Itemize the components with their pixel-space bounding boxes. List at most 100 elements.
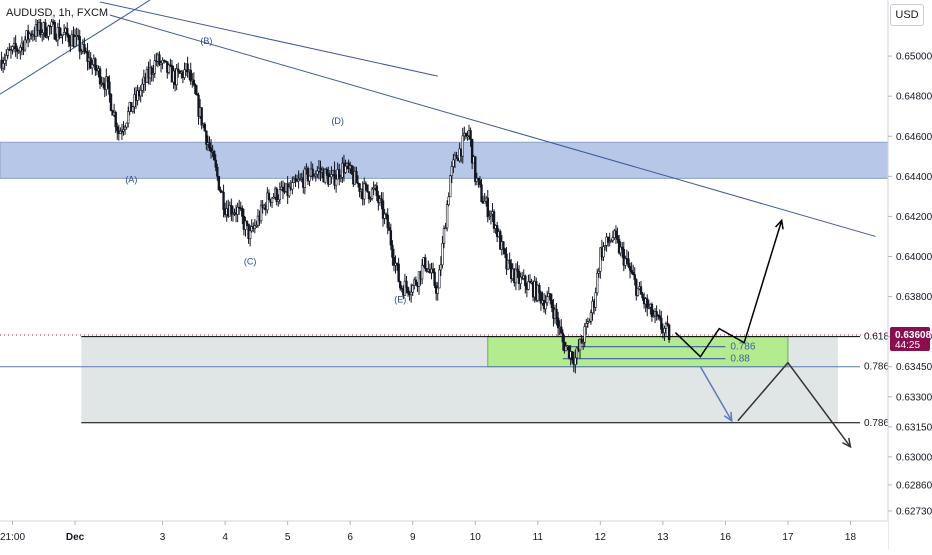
candle-body (555, 308, 558, 319)
candle-body (596, 273, 599, 294)
candle-body (1, 63, 5, 69)
candle-body (267, 192, 271, 200)
candle-body (652, 315, 655, 318)
candle-body (449, 175, 452, 198)
y-tick-label: 0.64000 (896, 252, 932, 263)
candle-body (139, 89, 142, 97)
candle-body (216, 166, 219, 177)
candle-body (94, 58, 97, 71)
wave-label: (A) (125, 174, 137, 184)
candle-body (241, 208, 244, 217)
candle-body (325, 168, 328, 174)
fib-level-label: 0.786 (864, 362, 889, 373)
candle-body (339, 176, 343, 179)
projection-gray-path (737, 361, 852, 448)
candle-body (627, 258, 630, 267)
candle-body (466, 135, 469, 138)
wave-label: (B) (200, 36, 212, 46)
candle-body (39, 22, 42, 35)
candle-body (61, 33, 64, 36)
green-zone-level-label: 0.88 (730, 354, 750, 365)
candle-body (344, 165, 347, 173)
candle-body (11, 46, 14, 51)
candle-body (488, 215, 491, 218)
candle-body (514, 268, 518, 284)
candle-body (380, 198, 383, 202)
trendline-upper (99, 1, 438, 77)
x-tick-label: 12 (595, 532, 607, 543)
candle-body (120, 130, 124, 133)
candle-body (6, 49, 10, 56)
candle-body (564, 345, 568, 352)
candle-body (106, 76, 110, 83)
x-tick-label: 21:00 (0, 532, 25, 543)
candle-body (664, 323, 668, 329)
x-tick-label: 3 (160, 532, 166, 543)
candle-body (167, 64, 171, 73)
candle-body (152, 72, 155, 75)
candle-body (597, 270, 600, 274)
candle-body (445, 204, 449, 229)
candle-body (611, 237, 615, 241)
candle-body (630, 269, 633, 273)
candle-body (59, 35, 63, 38)
candle-body (388, 227, 391, 231)
currency-button[interactable]: USD (890, 4, 924, 26)
trendline-descending (106, 13, 876, 237)
candle-body (9, 49, 13, 52)
candle-body (175, 68, 178, 86)
candle-body (47, 25, 50, 37)
candle-body (67, 34, 70, 43)
candle-body (606, 236, 610, 243)
candle-body (519, 276, 522, 284)
candle-body (186, 63, 189, 73)
candle-body (486, 197, 489, 218)
candle-body (98, 68, 102, 85)
candle-body (650, 303, 654, 317)
candle-body (62, 32, 66, 35)
candle-body (641, 294, 644, 299)
candle-body (433, 271, 436, 286)
candle-body (585, 323, 588, 327)
candle-body (270, 197, 274, 203)
x-tick-label: 16 (720, 532, 732, 543)
candle-body (588, 321, 591, 323)
candle-body (295, 180, 299, 183)
candle-body (574, 357, 577, 365)
candle-body (214, 159, 217, 168)
candle-body (245, 220, 249, 225)
candle-body (406, 287, 410, 294)
candle-body (414, 279, 418, 285)
candle-body (14, 43, 17, 49)
y-tick-label: 0.63000 (896, 452, 932, 463)
candle-body (646, 298, 649, 309)
candle-body (389, 230, 393, 246)
candle-body (314, 173, 318, 177)
candle-body (619, 246, 622, 254)
price-axis-background (888, 0, 932, 550)
candle-body (663, 328, 666, 334)
x-tick-label: 17 (782, 532, 794, 543)
candle-body (275, 188, 278, 202)
candle-body (133, 94, 136, 108)
candle-body (212, 151, 216, 161)
candle-body (492, 211, 496, 229)
candle-body (197, 94, 200, 117)
candle-body (549, 293, 552, 301)
candle-body (41, 32, 44, 35)
candle-body (431, 268, 435, 273)
time-axis-background (0, 521, 888, 550)
candle-body (108, 81, 111, 95)
candle-body (624, 258, 627, 266)
wave-label: (D) (331, 116, 344, 126)
candle-body (83, 44, 86, 52)
projection-arrowhead (775, 218, 784, 230)
candle-body (383, 213, 386, 219)
candle-body (306, 168, 310, 182)
x-tick-label: 11 (533, 532, 544, 543)
candle-body (469, 130, 472, 140)
y-tick-label: 0.64400 (896, 172, 932, 183)
candle-body (474, 156, 477, 182)
